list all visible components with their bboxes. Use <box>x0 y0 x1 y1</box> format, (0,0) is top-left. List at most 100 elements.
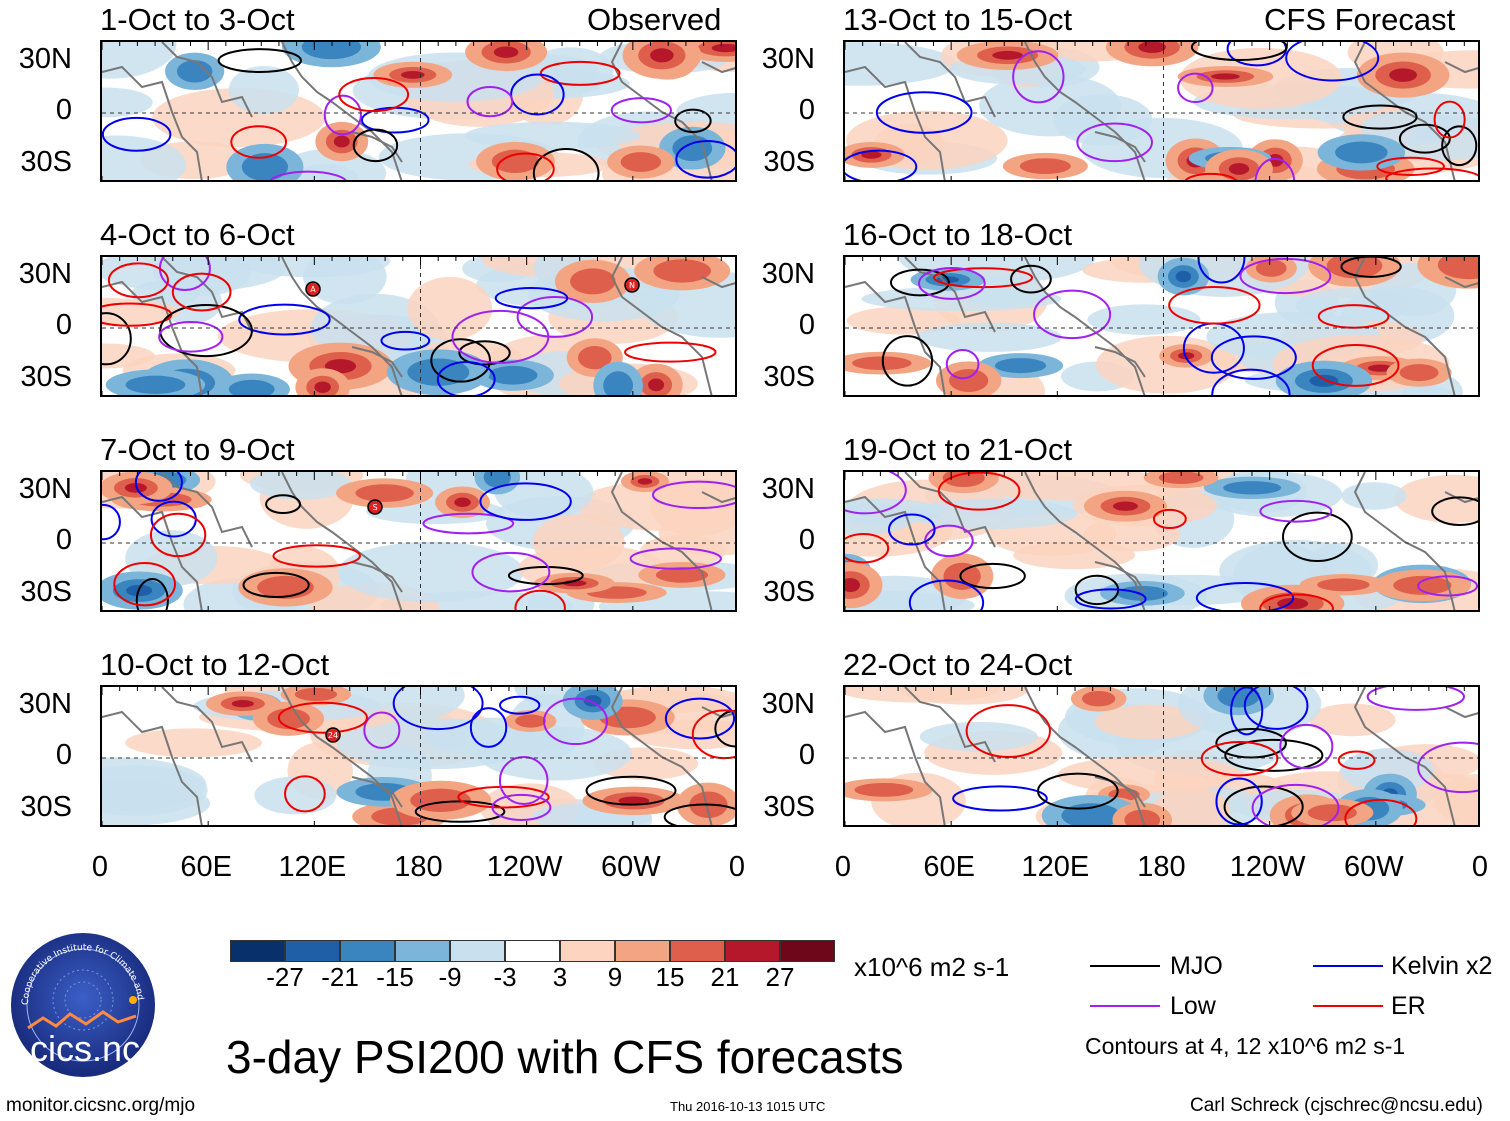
legend-er-line <box>1313 1005 1383 1007</box>
contour-line <box>242 571 310 599</box>
anomaly-strong <box>1326 257 1383 279</box>
map-svg <box>845 687 1478 825</box>
colorbar-tick: -21 <box>321 962 359 992</box>
coastline <box>1444 276 1478 289</box>
anomaly-light <box>407 276 493 341</box>
anomaly-strong <box>488 365 538 385</box>
panel-title-7: 19-Oct to 21-Oct <box>843 432 1073 467</box>
anomaly-peak <box>637 478 653 485</box>
coastline <box>1094 346 1146 378</box>
coastline <box>1094 776 1146 808</box>
anomaly-strong <box>854 782 914 797</box>
contour-line <box>363 711 401 749</box>
anomaly-light <box>906 499 1078 530</box>
contour-line <box>663 803 735 825</box>
contour-line <box>691 709 735 760</box>
coastline <box>1444 491 1478 504</box>
coastline <box>1024 472 1146 610</box>
map-panel-1 <box>100 40 737 182</box>
coastline <box>701 61 735 74</box>
panel-title-1: 1-Oct to 3-Oct <box>100 2 295 37</box>
lon-label: 0 <box>728 851 746 883</box>
colorbar-tick: 27 <box>765 962 795 992</box>
coastline <box>1353 472 1456 610</box>
anomaly-peak <box>845 578 861 592</box>
colorbar-swatch <box>340 940 395 962</box>
lon-label: 60W <box>1344 851 1404 883</box>
contour-line <box>845 149 918 180</box>
contour-line <box>1431 496 1478 526</box>
contour-line <box>714 709 735 748</box>
coastline <box>845 280 946 395</box>
coastline <box>351 346 403 378</box>
panel-title-6: 16-Oct to 18-Oct <box>843 217 1073 252</box>
contour-line <box>107 262 169 299</box>
colorbar-tick: -15 <box>376 962 414 992</box>
anomaly-light <box>254 776 337 815</box>
contour-line <box>1385 167 1478 180</box>
colorbar-tick: 15 <box>655 962 685 992</box>
lon-label: 0 <box>1471 851 1489 883</box>
anomaly-peak <box>618 796 650 806</box>
contour-line <box>1215 777 1263 825</box>
contour-line <box>664 697 735 740</box>
panel-title-5: 13-Oct to 15-Oct <box>843 2 1073 37</box>
contour-line <box>1251 783 1340 825</box>
observed-header: Observed <box>587 2 722 37</box>
contour-line <box>514 589 566 610</box>
coastline <box>1353 257 1456 395</box>
contour-line <box>889 268 950 297</box>
anomaly-strong <box>301 42 362 60</box>
contour-line <box>113 561 176 607</box>
contour-line <box>1441 125 1478 167</box>
lon-label: 0 <box>834 851 852 883</box>
lat-label: 30N <box>761 43 815 75</box>
anomaly-strong <box>1317 578 1370 592</box>
footer-url[interactable]: monitor.cicsnc.org/mjo <box>6 1095 196 1116</box>
panel-title-2: 4-Oct to 6-Oct <box>100 217 295 252</box>
contour-line <box>1037 772 1119 810</box>
contour-line <box>1342 104 1418 130</box>
contour-line <box>1012 50 1065 104</box>
main-title: 3-day PSI200 with CFS forecasts <box>226 1031 904 1083</box>
anomaly-light <box>1053 94 1153 146</box>
contour-line <box>1417 741 1478 794</box>
coastline <box>102 280 203 395</box>
contour-line <box>134 472 183 502</box>
anomaly-peak <box>648 378 665 392</box>
anomaly-strong <box>655 567 709 583</box>
contour-line <box>102 116 172 152</box>
contour-line <box>457 785 550 809</box>
contour-line <box>610 97 672 124</box>
coastline <box>1024 257 1146 395</box>
contour-line <box>674 108 712 134</box>
lat-label: 30N <box>761 473 815 505</box>
lat-label: 30S <box>20 576 72 608</box>
lon-label: 0 <box>91 851 109 883</box>
contour-line <box>158 321 224 353</box>
contour-line <box>230 125 288 159</box>
colorbar-tick: 3 <box>552 962 568 992</box>
colorbar-tick: 9 <box>607 962 623 992</box>
contour-line <box>675 139 735 179</box>
lon-label: 60E <box>180 851 232 883</box>
anomaly-light <box>102 87 153 118</box>
contour-line <box>887 513 936 546</box>
coastline <box>845 65 946 180</box>
storm-marker-label: 24 <box>328 731 338 740</box>
storm-marker-icon <box>367 499 383 515</box>
contour-line <box>1168 286 1261 325</box>
lat-label: 30S <box>763 576 815 608</box>
contour-line <box>1282 511 1353 562</box>
footer-timestamp: Thu 2016-10-13 1015 UTC <box>670 1099 826 1114</box>
anomaly-light <box>919 721 1038 752</box>
logo-text: cics.nc <box>30 1028 141 1069</box>
contour-line <box>1243 687 1309 730</box>
forecast-header: CFS Forecast <box>1264 2 1456 37</box>
anomaly-peak <box>1228 163 1250 175</box>
anomaly-peak <box>400 70 425 79</box>
legend-kelvin-label: Kelvin x2 <box>1391 952 1493 980</box>
lat-label: 0 <box>798 524 815 556</box>
coastline <box>1094 131 1146 163</box>
coastline <box>102 495 203 610</box>
